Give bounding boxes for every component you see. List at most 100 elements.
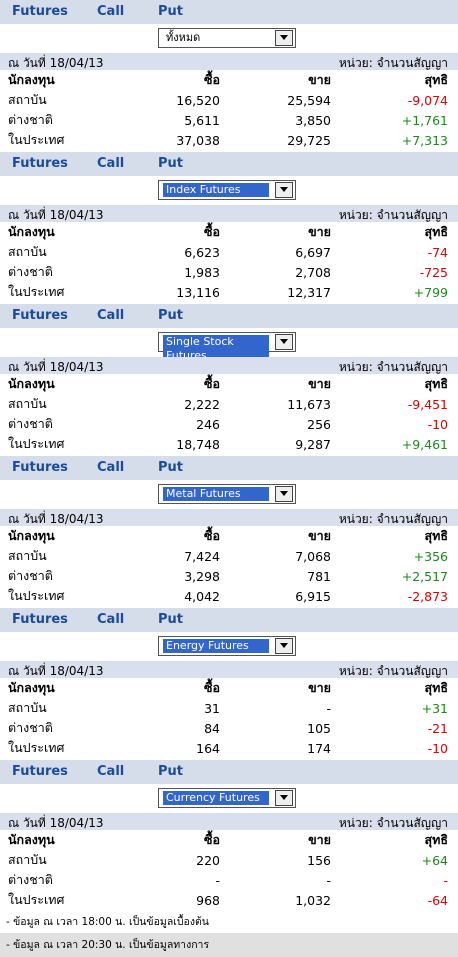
data-table: นักลงทุน ซื้อ ขาย สุทธิ สถาบัน 7,424 7,068 +356… bbox=[0, 526, 458, 606]
date-row: ณ วันที่ 18/04/13 หน่วย: จำนวนสัญญา bbox=[0, 813, 458, 830]
data-row: ในประเทศ 37,038 29,725 +7,313 bbox=[0, 130, 458, 150]
tab[interactable]: Call bbox=[97, 308, 125, 323]
tab[interactable]: Futures bbox=[12, 308, 68, 323]
header-cell: สุทธิ bbox=[424, 224, 449, 239]
dropdown-row: Index Futures bbox=[0, 176, 458, 205]
date-row: ณ วันที่ 18/04/13 หน่วย: จำนวนสัญญา bbox=[0, 205, 458, 222]
tab[interactable]: Call bbox=[97, 4, 125, 19]
header-cell: สุทธิ bbox=[424, 680, 449, 695]
tab[interactable]: Futures bbox=[12, 4, 68, 19]
header-cell: สุทธิ bbox=[424, 832, 449, 847]
cell: -64 bbox=[427, 892, 448, 908]
header-cell: ขาย bbox=[308, 528, 331, 543]
dropdown-value: Currency Futures bbox=[163, 791, 269, 805]
unit: หน่วย: จำนวนสัญญา bbox=[338, 208, 448, 222]
cell: -74 bbox=[427, 244, 448, 260]
tab[interactable]: Futures bbox=[12, 460, 68, 475]
tab[interactable]: Put bbox=[158, 308, 183, 323]
dropdown[interactable]: Metal Futures bbox=[158, 484, 296, 504]
header-row: นักลงทุน ซื้อ ขาย สุทธิ bbox=[0, 70, 458, 90]
note: - ข้อมูล ณ เวลา 18:00 น. เป็นข้อมูลเบื้อ… bbox=[6, 916, 209, 928]
header-cell: นักลงทุน bbox=[8, 72, 55, 87]
tab[interactable]: Put bbox=[158, 156, 183, 171]
dropdown-value: Energy Futures bbox=[163, 639, 269, 653]
cell: ในประเทศ bbox=[8, 740, 65, 755]
header-cell: ซื้อ bbox=[204, 224, 220, 239]
cell: 9,287 bbox=[295, 436, 331, 452]
data-row: สถาบัน 6,623 6,697 -74 bbox=[0, 242, 458, 262]
header-cell: นักลงทุน bbox=[8, 528, 55, 543]
dropdown-value: ทั้งหมด bbox=[166, 31, 201, 44]
cell: 4,042 bbox=[184, 588, 220, 604]
header-cell: นักลงทุน bbox=[8, 224, 55, 239]
tab[interactable]: Call bbox=[97, 612, 125, 627]
cell: +799 bbox=[413, 284, 448, 300]
dropdown-arrow[interactable] bbox=[275, 30, 293, 46]
header-cell: นักลงทุน bbox=[8, 832, 55, 847]
dropdown[interactable]: Energy Futures bbox=[158, 636, 296, 656]
dropdown[interactable]: Index Futures bbox=[158, 180, 296, 200]
cell: สถาบัน bbox=[8, 852, 47, 867]
header-row: นักลงทุน ซื้อ ขาย สุทธิ bbox=[0, 374, 458, 394]
cell: ต่างชาติ bbox=[8, 872, 53, 887]
date: ณ วันที่ 18/04/13 bbox=[8, 816, 104, 830]
dropdown[interactable]: Currency Futures bbox=[158, 788, 296, 808]
cell: -9,074 bbox=[407, 92, 448, 108]
cell: 18,748 bbox=[176, 436, 220, 452]
cell: 156 bbox=[307, 852, 331, 868]
dropdown-arrow[interactable] bbox=[275, 638, 293, 654]
data-table: นักลงทุน ซื้อ ขาย สุทธิ สถาบัน 6,623 6,697 -74 ต… bbox=[0, 222, 458, 302]
dropdown-row: Energy Futures bbox=[0, 632, 458, 661]
cell: สถาบัน bbox=[8, 700, 47, 715]
cell: 2,708 bbox=[295, 264, 331, 280]
tab-bar: Futures Call Put bbox=[0, 0, 458, 24]
section: Futures Call Put Metal Futures ณ วันที่ 18/0… bbox=[0, 456, 458, 606]
dropdown-row: Currency Futures bbox=[0, 784, 458, 813]
cell: 5,611 bbox=[184, 112, 220, 128]
cell: 25,594 bbox=[287, 92, 331, 108]
tab[interactable]: Put bbox=[158, 460, 183, 475]
tab-bar: Futures Call Put bbox=[0, 456, 458, 480]
data-row: สถาบัน 31 - +31 bbox=[0, 698, 458, 718]
data-row: ในประเทศ 164 174 -10 bbox=[0, 738, 458, 758]
header-cell: ขาย bbox=[308, 376, 331, 391]
header-cell: ซื้อ bbox=[204, 376, 220, 391]
unit: หน่วย: จำนวนสัญญา bbox=[338, 512, 448, 526]
tab[interactable]: Put bbox=[158, 612, 183, 627]
data-row: ต่างชาติ 3,298 781 +2,517 bbox=[0, 566, 458, 586]
cell: -9,451 bbox=[407, 396, 448, 412]
header-row: นักลงทุน ซื้อ ขาย สุทธิ bbox=[0, 222, 458, 242]
header-cell: ขาย bbox=[308, 72, 331, 87]
dropdown-arrow[interactable] bbox=[275, 486, 293, 502]
header-cell: สุทธิ bbox=[424, 528, 449, 543]
section: Futures Call Put ทั้งหมดณ วันที่ 18/04/13 หน… bbox=[0, 0, 458, 150]
tab[interactable]: Call bbox=[97, 764, 125, 779]
header-cell: ซื้อ bbox=[204, 680, 220, 695]
cell: 37,038 bbox=[176, 132, 220, 148]
cell: 246 bbox=[196, 416, 220, 432]
dropdown-arrow[interactable] bbox=[275, 334, 293, 350]
tab[interactable]: Futures bbox=[12, 612, 68, 627]
cell: 7,424 bbox=[184, 548, 220, 564]
data-row: ต่างชาติ 1,983 2,708 -725 bbox=[0, 262, 458, 282]
cell: 256 bbox=[307, 416, 331, 432]
tab[interactable]: Futures bbox=[12, 764, 68, 779]
tab[interactable]: Futures bbox=[12, 156, 68, 171]
tab[interactable]: Put bbox=[158, 764, 183, 779]
tab[interactable]: Put bbox=[158, 4, 183, 19]
dropdown-arrow[interactable] bbox=[275, 790, 293, 806]
data-table: นักลงทุน ซื้อ ขาย สุทธิ สถาบัน 16,520 25,594 -9… bbox=[0, 70, 458, 150]
dropdown[interactable]: Single Stock Futures bbox=[158, 332, 296, 363]
dropdown-arrow[interactable] bbox=[275, 182, 293, 198]
tab-bar: Futures Call Put bbox=[0, 608, 458, 632]
tab[interactable]: Call bbox=[97, 460, 125, 475]
cell: - bbox=[443, 872, 448, 888]
tab[interactable]: Call bbox=[97, 156, 125, 171]
cell: ในประเทศ bbox=[8, 588, 65, 603]
data-table: นักลงทุน ซื้อ ขาย สุทธิ สถาบัน 31 - +31 ต่างชาติ… bbox=[0, 678, 458, 758]
dropdown-row: Metal Futures bbox=[0, 480, 458, 509]
data-row: ในประเทศ 13,116 12,317 +799 bbox=[0, 282, 458, 302]
dropdown[interactable]: ทั้งหมด bbox=[158, 28, 296, 48]
cell: สถาบัน bbox=[8, 244, 47, 259]
